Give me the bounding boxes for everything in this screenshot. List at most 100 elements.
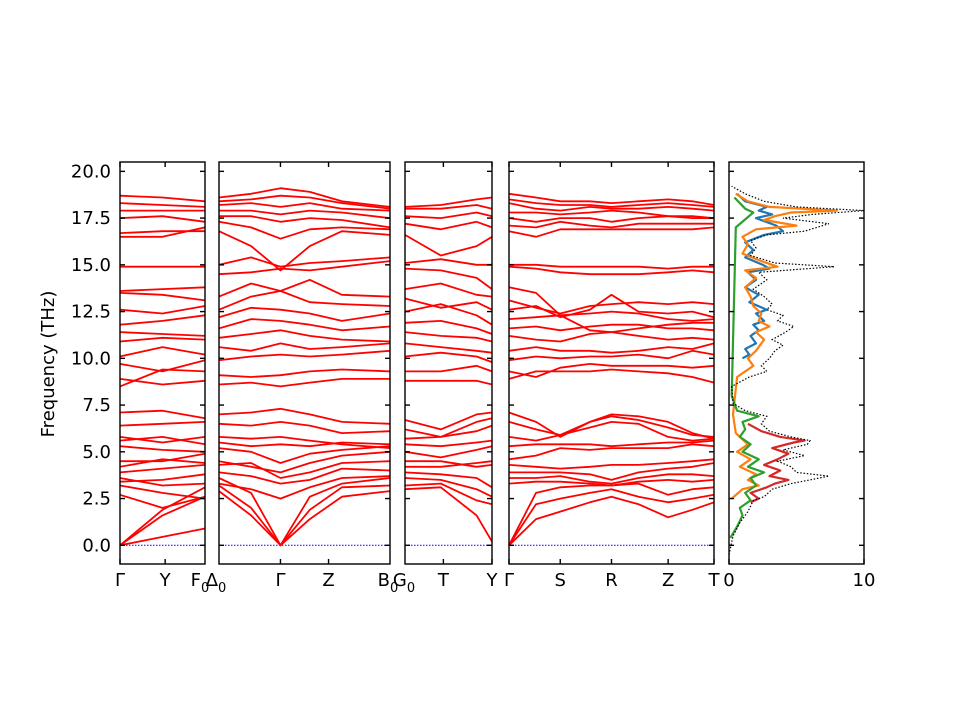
phonon-band bbox=[404, 258, 492, 266]
phonon-band bbox=[404, 196, 493, 208]
phonon-band bbox=[119, 484, 206, 500]
y-tick-label: 0.0 bbox=[82, 535, 111, 556]
phonon-band bbox=[119, 336, 206, 343]
phonon-band bbox=[508, 349, 715, 362]
dos-frame bbox=[728, 161, 865, 565]
y-tick-label: 15.0 bbox=[71, 255, 111, 276]
phonon-band bbox=[119, 286, 206, 292]
phonon-band bbox=[404, 439, 493, 448]
y-tick-label: 20.0 bbox=[71, 161, 111, 182]
projected-dos-3 bbox=[729, 196, 766, 539]
phonon-band bbox=[508, 479, 715, 487]
phonon-band bbox=[218, 342, 391, 352]
phonon-band bbox=[508, 215, 715, 223]
phonon-band bbox=[508, 458, 715, 470]
dos-x-tick-label: 0 bbox=[723, 570, 734, 591]
phonon-band bbox=[218, 318, 391, 332]
phonon-band bbox=[218, 378, 390, 388]
panel-frame bbox=[119, 161, 206, 565]
phonon-band bbox=[508, 421, 715, 442]
phonon-band bbox=[508, 202, 715, 212]
phonon-band bbox=[218, 436, 391, 449]
phonon-band bbox=[119, 215, 206, 223]
phonon-band bbox=[404, 220, 493, 231]
y-tick-label: 17.5 bbox=[71, 208, 111, 229]
phonon-band bbox=[508, 368, 715, 384]
phonon-band bbox=[218, 187, 391, 208]
k-point-label: Z bbox=[662, 570, 674, 591]
phonon-band bbox=[218, 421, 391, 434]
phonon-band bbox=[404, 424, 493, 440]
phonon-band bbox=[218, 260, 391, 276]
frequency-axis: 0.0 2.5 5.0 7.5 10.0 12.5 15.0 17.5 20.0 bbox=[71, 161, 111, 556]
phonon-band bbox=[508, 286, 714, 333]
phonon-band bbox=[508, 220, 714, 229]
phonon-band bbox=[218, 230, 391, 272]
phonon-band bbox=[404, 303, 493, 326]
phonon-band bbox=[508, 443, 715, 461]
phonon-band bbox=[119, 314, 206, 326]
phonon-band bbox=[509, 263, 714, 270]
k-point-label: Γ bbox=[504, 570, 514, 591]
k-point-label: Y bbox=[486, 570, 499, 591]
k-point-label: Γ bbox=[275, 570, 285, 591]
phonon-band bbox=[218, 202, 391, 212]
projected-dos-4 bbox=[747, 422, 806, 504]
phonon-band bbox=[218, 329, 391, 343]
phonon-band bbox=[119, 421, 206, 427]
phonon-band bbox=[119, 378, 206, 386]
phonon-band bbox=[218, 460, 391, 479]
phonon-band bbox=[508, 342, 715, 354]
phonon-band bbox=[509, 473, 715, 485]
phonon-band bbox=[404, 477, 493, 498]
phonon-band bbox=[119, 359, 206, 373]
k-point-label: Z bbox=[322, 570, 334, 591]
phonon-band bbox=[218, 194, 391, 210]
panel-frame bbox=[218, 161, 391, 565]
phonon-band bbox=[119, 458, 206, 468]
y-tick-label: 10.0 bbox=[71, 348, 111, 369]
phonon-band bbox=[404, 211, 493, 219]
phonon-band bbox=[508, 331, 715, 343]
phonon-band bbox=[404, 411, 493, 431]
phonon-band bbox=[219, 209, 391, 219]
phonon-band bbox=[218, 256, 391, 268]
k-point-label: S bbox=[555, 570, 566, 591]
phonon-band bbox=[508, 265, 715, 276]
phonon-band bbox=[218, 490, 391, 547]
k-point-label: T bbox=[708, 570, 721, 591]
phonon-band bbox=[119, 527, 206, 547]
phonon-band bbox=[119, 436, 206, 444]
phonon-band bbox=[508, 293, 715, 319]
phonon-band bbox=[508, 299, 715, 315]
phonon-band bbox=[508, 198, 715, 208]
phonon-band bbox=[119, 230, 205, 234]
phonon-band bbox=[119, 464, 206, 474]
y-tick-label: 12.5 bbox=[71, 302, 111, 323]
y-tick-label: 7.5 bbox=[82, 395, 111, 416]
phonon-band bbox=[119, 495, 206, 547]
phonon-band bbox=[218, 407, 391, 425]
phonon-band bbox=[119, 292, 206, 302]
phonon-band bbox=[218, 477, 391, 547]
phonon-band bbox=[120, 452, 206, 463]
k-point-label: B0 bbox=[378, 570, 399, 596]
phonon-band bbox=[508, 192, 715, 206]
phonon-band bbox=[404, 445, 493, 459]
y-tick-label: 5.0 bbox=[82, 442, 111, 463]
phonon-band bbox=[218, 306, 391, 322]
phonon-band bbox=[404, 297, 493, 311]
phonon-band bbox=[404, 282, 493, 298]
phonon-band bbox=[218, 278, 391, 298]
phonon-band bbox=[119, 409, 206, 420]
phonon-band bbox=[119, 331, 206, 337]
y-axis-label: Frequency (THz) bbox=[38, 291, 59, 438]
phonon-band bbox=[119, 194, 206, 203]
phonon-band bbox=[119, 486, 206, 546]
phonon-band bbox=[404, 234, 493, 257]
phonon-band bbox=[218, 484, 391, 547]
